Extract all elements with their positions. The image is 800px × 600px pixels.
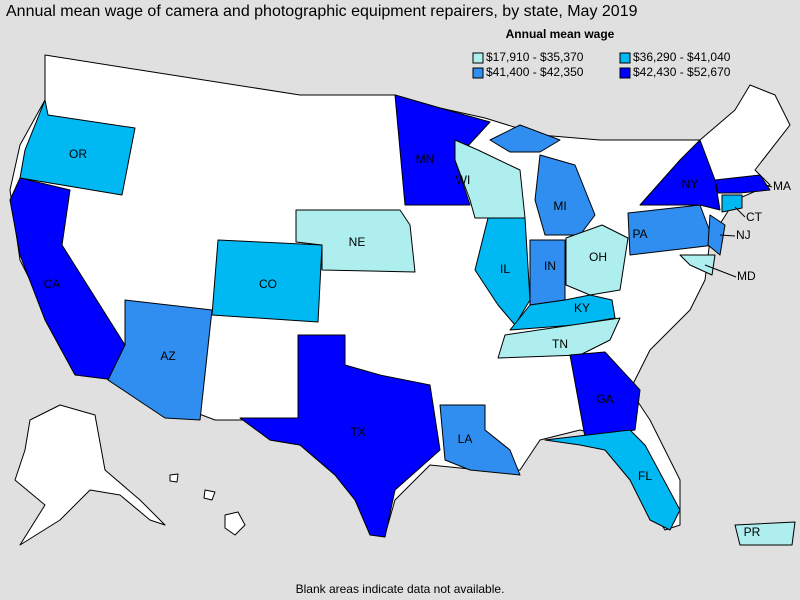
title: Annual mean wage of camera and photograp… xyxy=(6,3,638,20)
state-label: TN xyxy=(552,337,568,351)
state xyxy=(679,254,716,276)
state xyxy=(707,214,726,256)
state-label: NJ xyxy=(736,228,751,242)
leader-line xyxy=(719,234,736,237)
state-label: MN xyxy=(416,152,435,166)
state-label: OH xyxy=(589,250,607,264)
leader-line xyxy=(734,206,746,218)
state-label: KY xyxy=(574,301,590,315)
state-label: NE xyxy=(349,235,366,249)
state-label: MD xyxy=(737,269,756,283)
state-label: AZ xyxy=(160,349,175,363)
legend-swatch xyxy=(619,67,631,79)
legend-title: Annual mean wage xyxy=(506,27,615,41)
state xyxy=(497,317,621,359)
legend: Annual mean wage $17,910 - $35,370 $36,2… xyxy=(472,27,731,79)
hawaii xyxy=(169,473,179,483)
state-labels: WI NE OH TN MD PR OR CO IL KY FL CT AZ L… xyxy=(44,147,791,539)
state-label: IN xyxy=(544,259,556,273)
state-label: PA xyxy=(632,227,647,241)
state xyxy=(565,224,629,296)
state-label: FL xyxy=(638,469,652,483)
map xyxy=(9,54,796,546)
state-label: OR xyxy=(69,147,87,161)
state xyxy=(439,404,521,476)
state xyxy=(569,351,641,438)
legend-swatch xyxy=(472,52,484,64)
state-label: MA xyxy=(773,179,791,193)
state xyxy=(239,334,441,538)
state-label: TX xyxy=(350,425,365,439)
leader-lines xyxy=(704,184,773,278)
state-label: CA xyxy=(44,277,61,291)
hawaii xyxy=(203,489,216,501)
state xyxy=(544,429,681,531)
state-label: CO xyxy=(259,277,277,291)
legend-label: $36,290 - $41,040 xyxy=(633,50,731,64)
legend-swatch xyxy=(472,67,484,79)
leader-line xyxy=(704,264,737,278)
state xyxy=(19,99,136,196)
alaska xyxy=(14,404,166,546)
state-label: WI xyxy=(456,173,471,187)
state xyxy=(211,239,323,323)
state-label: IL xyxy=(500,262,510,276)
leader-line xyxy=(764,184,773,188)
state xyxy=(394,94,491,206)
footnote: Blank areas indicate data not available. xyxy=(296,582,505,596)
state-label: NY xyxy=(682,177,699,191)
state xyxy=(734,521,796,546)
state xyxy=(295,209,416,273)
state xyxy=(489,124,561,153)
hawaii xyxy=(224,511,246,536)
legend-swatch xyxy=(619,52,631,64)
legend-label: $17,910 - $35,370 xyxy=(486,50,584,64)
legend-label: $42,430 - $52,670 xyxy=(633,65,731,79)
state xyxy=(714,174,771,194)
state-label: PR xyxy=(744,525,761,539)
state-label: LA xyxy=(458,432,473,446)
state xyxy=(721,194,743,213)
legend-label: $41,400 - $42,350 xyxy=(486,65,584,79)
state xyxy=(9,177,126,381)
state-label: MI xyxy=(553,199,566,213)
state-label: CT xyxy=(746,210,763,224)
state-label: GA xyxy=(596,392,613,406)
